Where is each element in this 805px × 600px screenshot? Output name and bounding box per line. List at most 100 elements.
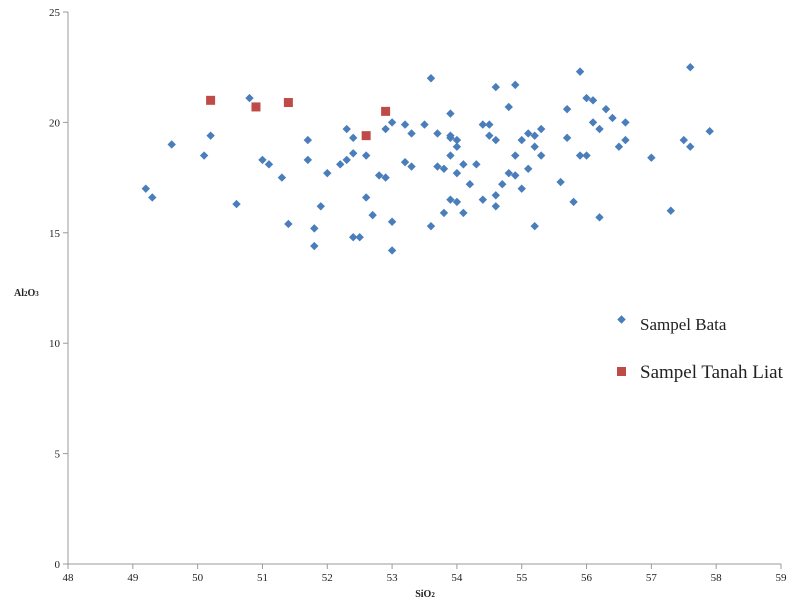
point-bata	[452, 135, 462, 145]
point-bata	[647, 153, 656, 162]
point-bata	[588, 118, 598, 127]
point-bata	[666, 206, 676, 215]
point-bata	[277, 173, 287, 182]
x-tick-label: 58	[711, 572, 723, 584]
point-bata	[517, 184, 526, 193]
point-bata	[485, 131, 494, 140]
point-bata	[491, 202, 500, 211]
y-tick-label: 10	[49, 338, 61, 350]
y-tick-label: 5	[55, 449, 61, 461]
point-bata	[303, 135, 313, 145]
point-bata	[310, 241, 319, 251]
point-bata	[608, 113, 617, 123]
point-bata	[148, 193, 157, 202]
point-bata	[206, 131, 215, 140]
point-bata	[284, 219, 293, 229]
point-bata	[601, 104, 611, 114]
point-bata	[459, 208, 468, 218]
point-bata	[446, 109, 455, 118]
point-bata	[387, 217, 397, 226]
point-bata	[459, 160, 468, 169]
x-tick-label: 54	[451, 572, 463, 584]
point-tanah-liat	[361, 131, 371, 141]
point-bata	[433, 162, 442, 171]
legend-item-bata: Sampel Bata	[617, 315, 727, 334]
point-bata	[621, 135, 630, 145]
point-bata	[342, 155, 351, 165]
legend-marker-square	[617, 367, 626, 376]
legend-label-bata: Sampel Bata	[640, 315, 727, 334]
point-bata	[374, 171, 384, 180]
point-bata	[368, 210, 377, 220]
x-tick-label: 51	[257, 572, 268, 584]
y-tick-label: 15	[49, 228, 61, 240]
point-bata	[595, 124, 604, 134]
point-bata	[349, 149, 358, 158]
point-bata	[588, 96, 598, 105]
point-bata	[426, 221, 436, 231]
point-bata	[575, 67, 585, 76]
point-bata	[381, 124, 390, 134]
point-bata	[303, 155, 313, 165]
data-points	[141, 63, 714, 255]
point-bata	[400, 120, 410, 129]
point-bata	[323, 168, 332, 178]
point-tanah-liat	[206, 95, 216, 105]
axes	[67, 12, 781, 565]
point-bata	[232, 199, 241, 209]
point-bata	[167, 140, 176, 149]
x-tick-label: 48	[63, 572, 75, 584]
point-bata	[452, 142, 462, 151]
point-bata	[264, 160, 274, 169]
point-bata	[491, 191, 500, 200]
point-bata	[575, 151, 585, 160]
point-bata	[361, 151, 371, 160]
point-bata	[342, 124, 351, 134]
y-tick-label: 25	[49, 7, 61, 19]
legend-item-tanah-liat: Sampel Tanah Liat	[617, 362, 784, 383]
point-bata	[524, 164, 533, 173]
legend-label-tanah-liat: Sampel Tanah Liat	[640, 362, 784, 383]
point-bata	[491, 82, 500, 92]
point-bata	[478, 120, 488, 129]
point-bata	[446, 195, 455, 204]
point-bata	[614, 142, 624, 151]
point-bata	[569, 197, 578, 207]
point-bata	[446, 133, 455, 143]
point-bata	[452, 197, 462, 207]
point-bata	[582, 93, 591, 103]
x-tick-label: 53	[387, 572, 399, 584]
point-bata	[439, 164, 449, 173]
y-tick-label: 0	[55, 559, 61, 571]
point-tanah-liat	[381, 106, 391, 116]
point-bata	[446, 151, 455, 160]
x-tick-label: 49	[127, 572, 139, 584]
point-bata	[355, 233, 364, 242]
point-bata	[452, 168, 462, 178]
x-tick-label: 55	[516, 572, 528, 584]
point-bata	[478, 195, 488, 204]
y-tick-group: 0 5 10 15 20 25	[49, 7, 68, 571]
point-bata	[349, 233, 358, 242]
point-bata	[679, 135, 688, 145]
point-bata	[705, 127, 714, 136]
x-tick-label: 59	[776, 572, 788, 584]
point-bata	[310, 224, 319, 233]
point-tanah-liat	[283, 98, 293, 108]
point-bata	[686, 63, 695, 72]
point-bata	[621, 118, 630, 127]
point-bata	[316, 202, 325, 211]
point-bata	[491, 135, 500, 145]
x-tick-label: 56	[581, 572, 593, 584]
point-bata	[511, 151, 520, 160]
point-bata	[582, 151, 591, 160]
point-bata	[349, 133, 358, 143]
point-bata	[530, 142, 539, 151]
point-bata	[562, 133, 572, 143]
point-bata	[381, 173, 390, 182]
point-bata	[199, 151, 209, 160]
point-bata	[387, 118, 397, 127]
point-bata	[245, 93, 254, 103]
point-bata	[686, 142, 695, 151]
